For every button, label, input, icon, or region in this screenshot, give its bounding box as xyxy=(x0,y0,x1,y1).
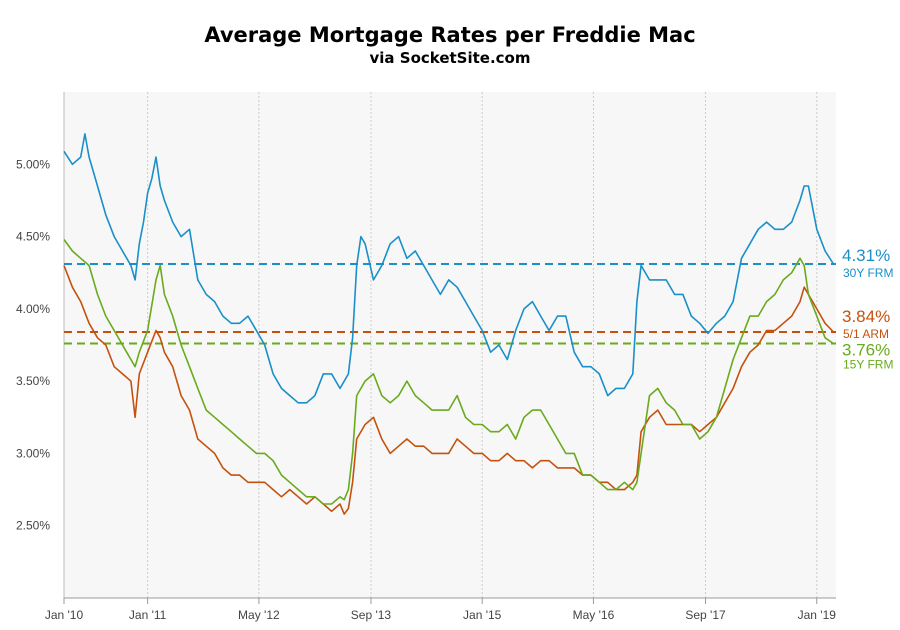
callout-value: 3.76% xyxy=(842,341,890,360)
y-axis: 2.50% 3.00% 3.50% 4.00% 4.50% 5.00% xyxy=(16,157,50,532)
y-tick-label: 5.00% xyxy=(16,157,50,171)
callout-series-name: 30Y FRM xyxy=(843,266,893,280)
x-tick-label: May '16 xyxy=(573,608,615,622)
x-axis: Jan '10 Jan '11 May '12 Sep '13 Jan '15 May '… xyxy=(45,597,837,622)
vertical-gridlines xyxy=(63,92,818,598)
callout-value: 4.31% xyxy=(842,246,890,265)
x-tick-label: Jan '11 xyxy=(129,608,167,622)
callout-value: 3.84% xyxy=(842,307,890,326)
x-tick-label: Jan '19 xyxy=(798,608,837,622)
x-tick-label: Sep '13 xyxy=(351,608,392,622)
plot-area xyxy=(64,92,836,598)
callout-series-name: 5/1 ARM xyxy=(843,327,889,341)
x-tick-label: Sep '17 xyxy=(685,608,726,622)
y-tick-label: 4.00% xyxy=(16,302,50,316)
y-tick-label: 4.50% xyxy=(16,230,50,244)
x-tick-label: May '12 xyxy=(238,608,280,622)
series-lines xyxy=(63,133,835,515)
series-line xyxy=(63,239,834,505)
y-tick-label: 3.50% xyxy=(16,374,50,388)
title-block: Average Mortgage Rates per Freddie Mac v… xyxy=(0,22,900,68)
callout-series-name: 15Y FRM xyxy=(843,358,893,372)
y-tick-label: 2.50% xyxy=(16,519,50,533)
series-line xyxy=(63,265,835,515)
chart-subtitle: via SocketSite.com xyxy=(369,49,531,67)
chart-title: Average Mortgage Rates per Freddie Mac xyxy=(204,23,696,47)
y-tick-label: 3.00% xyxy=(16,446,50,460)
x-tick-label: Jan '15 xyxy=(463,608,502,622)
x-tick-label: Jan '10 xyxy=(45,608,84,622)
series-line xyxy=(63,133,835,404)
